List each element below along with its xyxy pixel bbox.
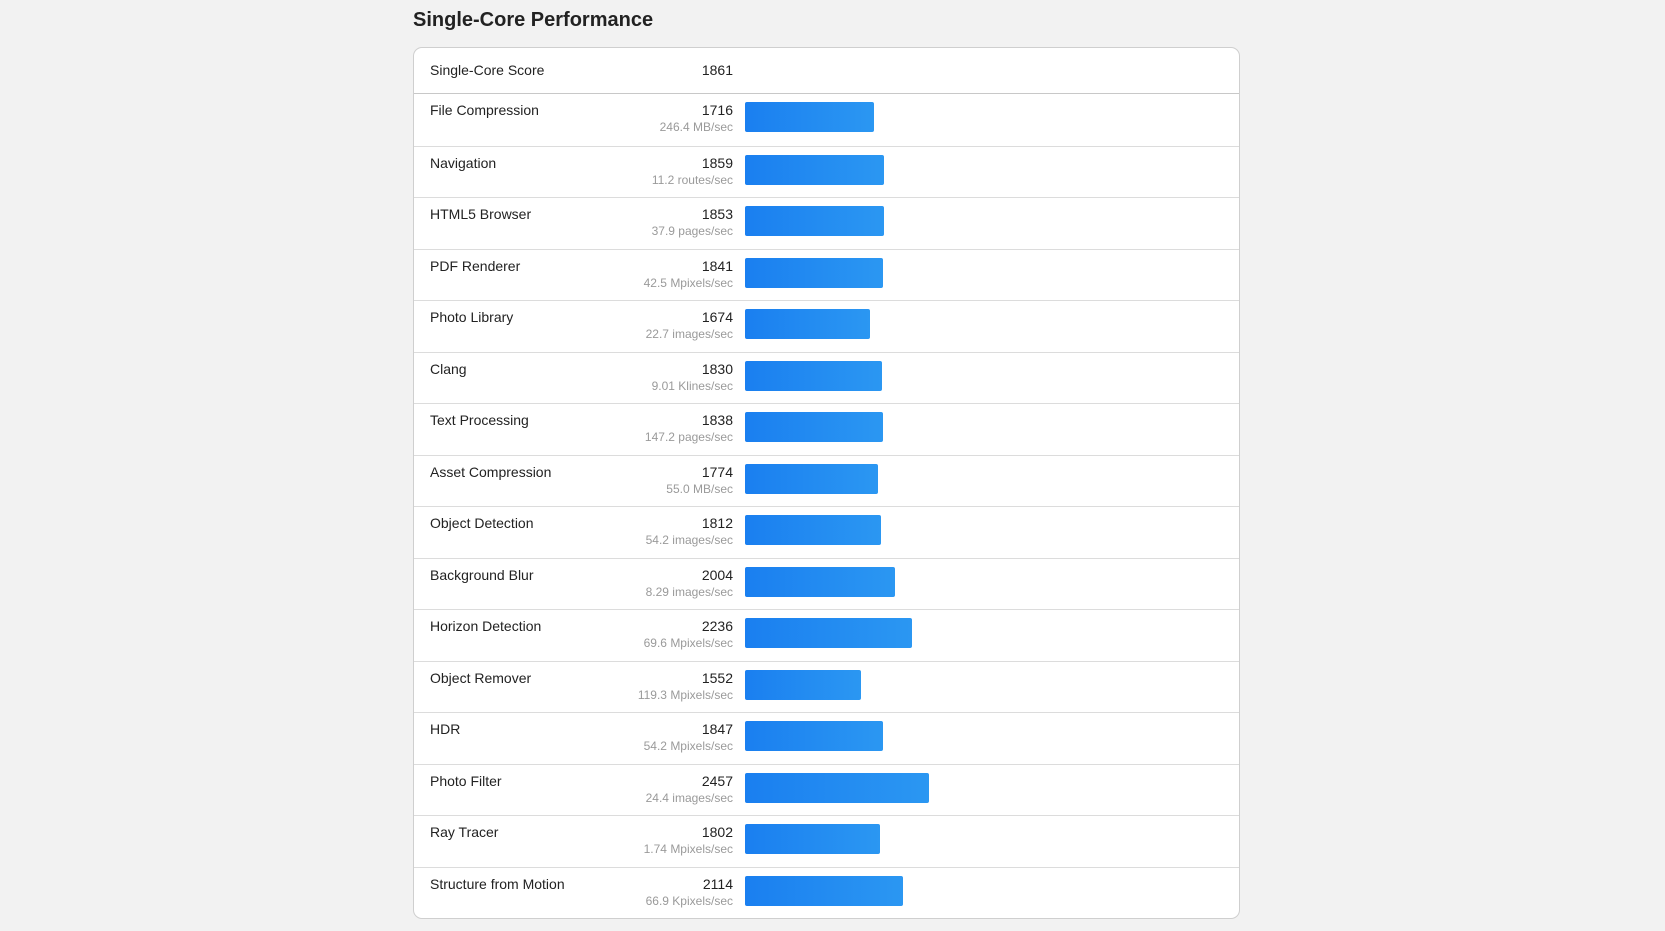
benchmark-score: 1859 — [701, 154, 733, 171]
benchmark-row: Background Blur 2004 8.29 images/sec — [414, 557, 1239, 610]
score-value: 1861 — [701, 62, 733, 78]
benchmark-rate: 54.2 images/sec — [645, 533, 733, 547]
score-label: Single-Core Score — [430, 62, 545, 78]
benchmark-score: 1774 — [701, 463, 733, 480]
page-title: Single-Core Performance — [413, 9, 654, 31]
benchmark-name: Ray Tracer — [430, 824, 499, 840]
benchmark-score: 1853 — [701, 206, 733, 222]
benchmark-score: 2004 — [701, 566, 733, 583]
benchmark-score-bar — [745, 412, 883, 442]
benchmark-row: Object Detection 1812 54.2 images/sec — [414, 506, 1239, 558]
benchmark-rate: 66.9 Kpixels/sec — [645, 893, 733, 908]
benchmark-score: 1812 — [701, 515, 733, 531]
benchmark-name: HTML5 Browser — [430, 206, 532, 222]
benchmark-rate: 9.01 Klines/sec — [651, 378, 733, 393]
benchmark-rate: 54.2 Mpixels/sec — [643, 739, 733, 753]
benchmark-row: Photo Filter 2457 24.4 images/sec — [414, 763, 1239, 816]
benchmark-score-bar — [745, 566, 895, 597]
benchmark-score: 1674 — [701, 309, 733, 325]
benchmark-name: Asset Compression — [430, 463, 552, 480]
benchmark-row: PDF Renderer 1841 42.5 Mpixels/sec — [414, 248, 1239, 301]
benchmark-rate: 69.6 Mpixels/sec — [643, 636, 733, 650]
benchmark-name: Photo Filter — [430, 772, 502, 789]
benchmark-score: 1802 — [701, 824, 733, 840]
benchmark-score-bar — [745, 257, 883, 288]
benchmark-score: 2236 — [701, 618, 733, 634]
benchmark-rate: 246.4 MB/sec — [659, 120, 733, 134]
benchmark-score-bar — [745, 772, 929, 803]
benchmark-name: Clang — [430, 360, 467, 377]
benchmark-name: Photo Library — [430, 309, 514, 325]
benchmark-score-bar — [745, 360, 882, 391]
benchmark-name: Structure from Motion — [430, 875, 565, 892]
benchmark-rate: 22.7 images/sec — [645, 327, 733, 341]
benchmark-score-bar — [745, 102, 874, 132]
benchmark-rate: 55.0 MB/sec — [666, 481, 733, 496]
benchmark-row: Asset Compression 1774 55.0 MB/sec — [414, 454, 1239, 507]
benchmark-score-bar — [745, 154, 884, 185]
benchmark-score-bar — [745, 824, 880, 854]
benchmark-row: Structure from Motion 2114 66.9 Kpixels/se… — [414, 866, 1239, 919]
benchmark-table: Single-Core Score 1861 File Compression 1… — [413, 47, 1240, 919]
benchmark-name: Text Processing — [430, 412, 529, 428]
benchmark-row: Clang 1830 9.01 Klines/sec — [414, 351, 1239, 404]
benchmark-row: File Compression 1716 246.4 MB/sec — [414, 94, 1239, 146]
benchmark-score: 2114 — [702, 875, 733, 892]
benchmark-rate: 147.2 pages/sec — [644, 430, 733, 444]
benchmark-score-bar — [745, 875, 903, 906]
benchmark-row: Object Remover 1552 119.3 Mpixels/sec — [414, 660, 1239, 713]
benchmark-name: File Compression — [430, 102, 539, 118]
benchmark-score: 1841 — [701, 257, 733, 274]
benchmark-name: Horizon Detection — [430, 618, 542, 634]
benchmark-score-bar — [745, 206, 884, 236]
benchmark-rate: 11.2 routes/sec — [651, 172, 733, 187]
benchmark-score-bar — [745, 721, 883, 751]
benchmark-name: Navigation — [430, 154, 497, 171]
benchmark-score: 1716 — [701, 102, 733, 118]
benchmark-score: 1830 — [701, 360, 733, 377]
benchmark-score-bar — [745, 309, 870, 339]
benchmark-row: Horizon Detection 2236 69.6 Mpixels/sec — [414, 609, 1239, 661]
benchmark-rate: 1.74 Mpixels/sec — [643, 842, 733, 856]
benchmark-row: Ray Tracer 1802 1.74 Mpixels/sec — [414, 815, 1239, 867]
benchmark-score: 1838 — [701, 412, 733, 428]
benchmark-name: Object Remover — [430, 669, 532, 686]
benchmark-name: HDR — [430, 721, 461, 737]
benchmark-row: HTML5 Browser 1853 37.9 pages/sec — [414, 197, 1239, 249]
benchmark-score-bar — [745, 463, 878, 494]
benchmark-score: 2457 — [701, 772, 733, 789]
score-row: Single-Core Score 1861 — [414, 48, 1239, 94]
benchmark-section: Single-Core Performance Single-Core Scor… — [413, 0, 1240, 919]
benchmark-name: PDF Renderer — [430, 257, 521, 274]
benchmark-name: Object Detection — [430, 515, 534, 531]
benchmark-rate: 119.3 Mpixels/sec — [637, 687, 733, 702]
benchmark-rows: File Compression 1716 246.4 MB/sec Navigati… — [414, 94, 1239, 918]
benchmark-row: HDR 1847 54.2 Mpixels/sec — [414, 712, 1239, 764]
benchmark-rate: 24.4 images/sec — [645, 790, 733, 805]
benchmark-rate: 37.9 pages/sec — [651, 224, 733, 238]
benchmark-score-bar — [745, 515, 881, 545]
benchmark-score-bar — [745, 618, 912, 648]
benchmark-rate: 42.5 Mpixels/sec — [643, 275, 733, 290]
benchmark-row: Navigation 1859 11.2 routes/sec — [414, 145, 1239, 198]
benchmark-score-bar — [745, 669, 861, 700]
benchmark-score: 1847 — [701, 721, 733, 737]
benchmark-score: 1552 — [701, 669, 733, 686]
benchmark-row: Photo Library 1674 22.7 images/sec — [414, 300, 1239, 352]
benchmark-name: Background Blur — [430, 566, 534, 583]
benchmark-rate: 8.29 images/sec — [645, 584, 733, 599]
benchmark-row: Text Processing 1838 147.2 pages/sec — [414, 403, 1239, 455]
